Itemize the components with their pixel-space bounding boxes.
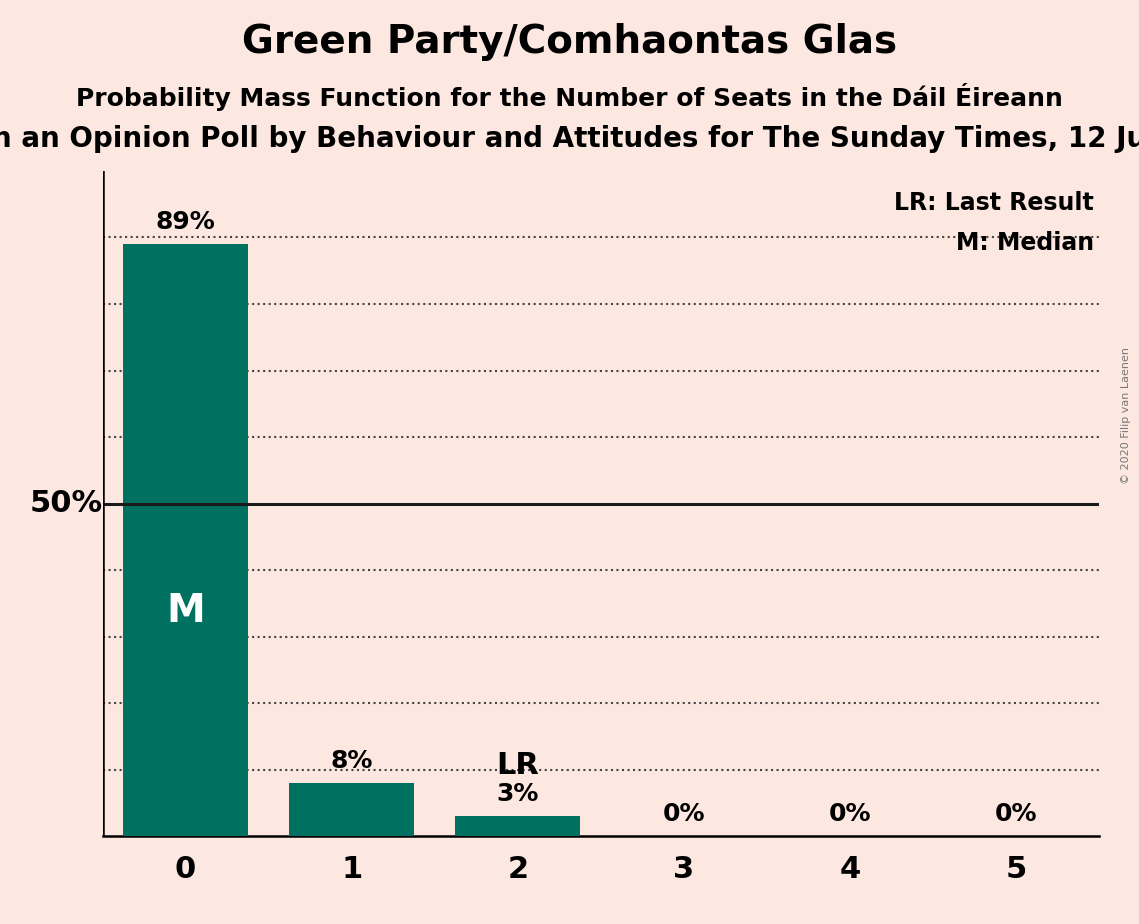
Text: LR: Last Result: LR: Last Result — [894, 191, 1095, 215]
Text: 0%: 0% — [994, 802, 1038, 826]
Text: 0%: 0% — [663, 802, 705, 826]
Text: M: M — [166, 592, 205, 630]
Bar — [289, 783, 413, 836]
Text: 89%: 89% — [156, 210, 215, 234]
Text: 50%: 50% — [30, 489, 103, 518]
Bar — [123, 244, 248, 836]
Text: © 2020 Filip van Laenen: © 2020 Filip van Laenen — [1121, 347, 1131, 484]
Text: 0%: 0% — [829, 802, 871, 826]
Text: Based on an Opinion Poll by Behaviour and Attitudes for The Sunday Times, 12 Jun: Based on an Opinion Poll by Behaviour an… — [0, 125, 1139, 152]
Bar — [456, 816, 580, 836]
Text: M: Median: M: Median — [956, 231, 1095, 255]
Text: 3%: 3% — [497, 783, 539, 807]
Text: Green Party/Comhaontas Glas: Green Party/Comhaontas Glas — [241, 23, 898, 61]
Text: LR: LR — [497, 750, 539, 780]
Text: Probability Mass Function for the Number of Seats in the Dáil Éireann: Probability Mass Function for the Number… — [76, 83, 1063, 111]
Text: 8%: 8% — [330, 749, 372, 773]
